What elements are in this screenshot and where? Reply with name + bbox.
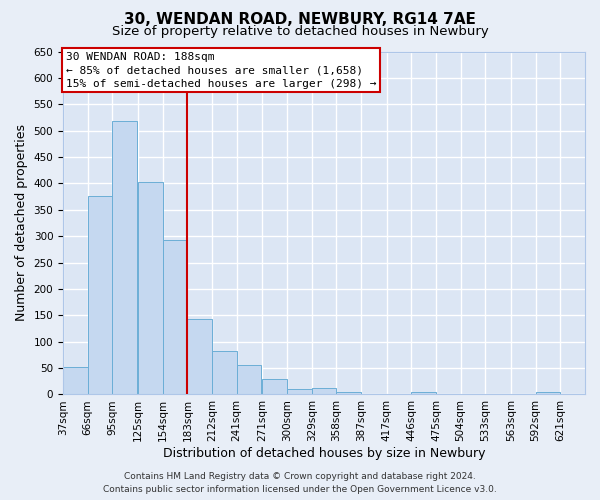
Bar [262,378,287,394]
Bar [337,392,361,394]
Bar [187,319,212,394]
Y-axis label: Number of detached properties: Number of detached properties [15,124,28,322]
Bar [237,366,262,394]
Bar [212,351,237,395]
X-axis label: Distribution of detached houses by size in Newbury: Distribution of detached houses by size … [163,447,485,460]
Bar [536,392,560,394]
Bar [411,392,436,394]
Bar [163,240,187,394]
Bar [138,182,163,394]
Bar [311,388,337,394]
Text: 30 WENDAN ROAD: 188sqm
← 85% of detached houses are smaller (1,658)
15% of semi-: 30 WENDAN ROAD: 188sqm ← 85% of detached… [65,52,376,88]
Bar [112,120,137,394]
Bar [63,367,88,394]
Text: Size of property relative to detached houses in Newbury: Size of property relative to detached ho… [112,25,488,38]
Bar [287,389,311,394]
Text: Contains HM Land Registry data © Crown copyright and database right 2024.
Contai: Contains HM Land Registry data © Crown c… [103,472,497,494]
Bar [88,196,112,394]
Text: 30, WENDAN ROAD, NEWBURY, RG14 7AE: 30, WENDAN ROAD, NEWBURY, RG14 7AE [124,12,476,28]
